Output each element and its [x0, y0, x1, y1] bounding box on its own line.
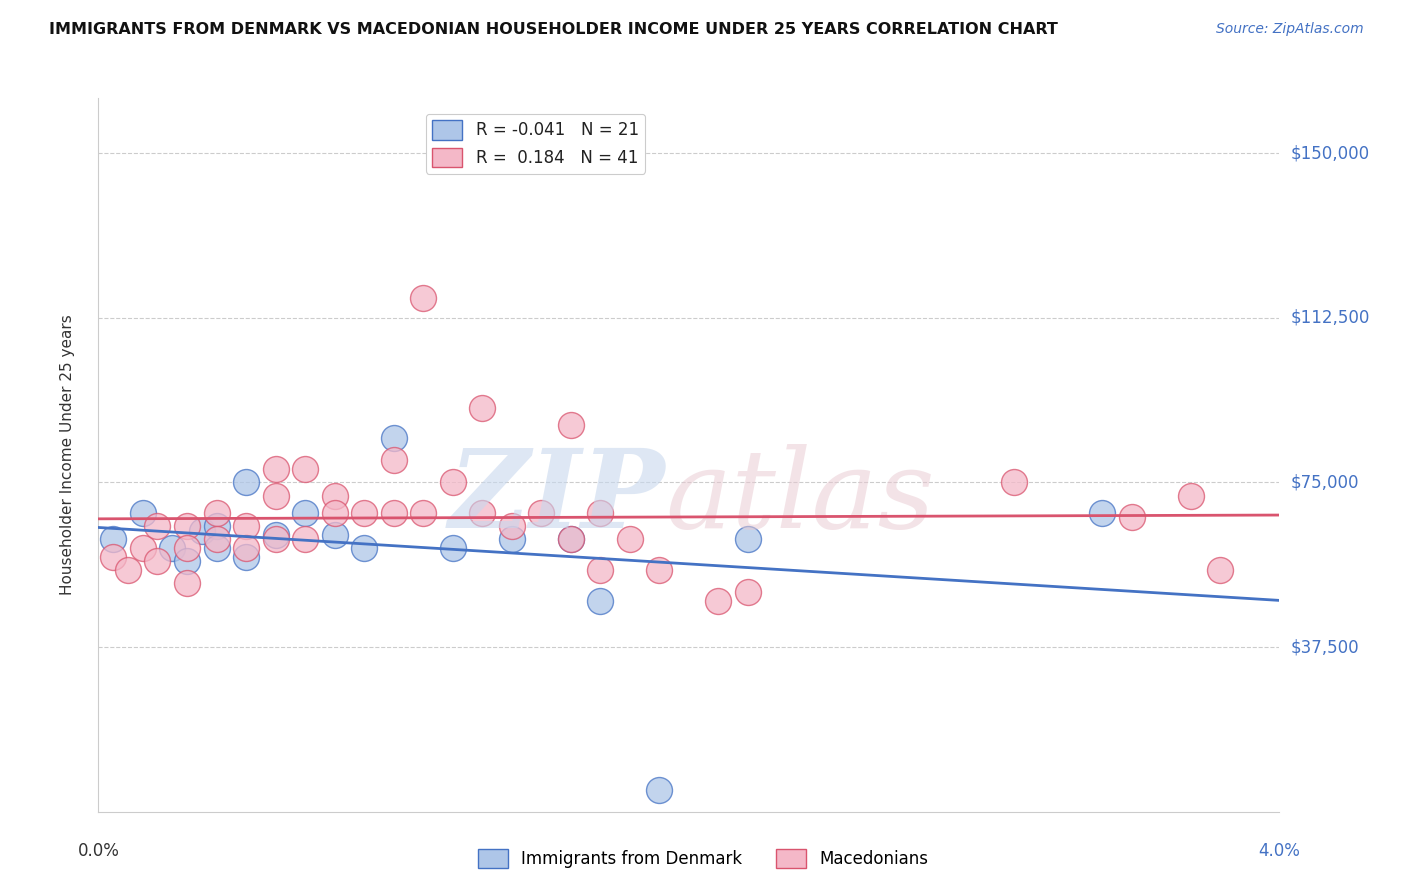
Point	[471, 401, 494, 415]
Text: $150,000: $150,000	[1291, 144, 1369, 162]
Point	[707, 594, 730, 608]
Y-axis label: Householder Income Under 25 years: Householder Income Under 25 years	[60, 315, 75, 595]
Point	[162, 541, 183, 556]
Point	[589, 506, 612, 520]
Point	[589, 563, 612, 577]
Point	[176, 519, 198, 533]
Text: $112,500: $112,500	[1291, 309, 1369, 326]
Point	[1121, 510, 1143, 524]
Point	[117, 563, 139, 577]
Text: 0.0%: 0.0%	[77, 842, 120, 860]
Point	[176, 541, 198, 556]
Point	[619, 533, 641, 547]
Point	[264, 489, 287, 503]
Point	[205, 506, 228, 520]
Point	[294, 462, 316, 476]
Text: atlas: atlas	[665, 444, 935, 551]
Point	[412, 291, 434, 305]
Point	[353, 506, 375, 520]
Point	[294, 506, 316, 520]
Legend: Immigrants from Denmark, Macedonians: Immigrants from Denmark, Macedonians	[471, 842, 935, 875]
Point	[176, 576, 198, 591]
Point	[737, 533, 759, 547]
Point	[648, 782, 671, 797]
Point	[132, 541, 155, 556]
Point	[441, 475, 464, 490]
Point	[1002, 475, 1025, 490]
Point	[1209, 563, 1232, 577]
Point	[441, 541, 464, 556]
Point	[530, 506, 553, 520]
Point	[176, 554, 198, 568]
Point	[323, 506, 346, 520]
Point	[205, 541, 228, 556]
Point	[648, 563, 671, 577]
Point	[1091, 506, 1114, 520]
Point	[501, 533, 523, 547]
Point	[501, 519, 523, 533]
Point	[294, 533, 316, 547]
Text: ZIP: ZIP	[449, 444, 665, 551]
Point	[323, 528, 346, 542]
Point	[205, 519, 228, 533]
Point	[235, 541, 257, 556]
Point	[560, 533, 582, 547]
Point	[103, 533, 125, 547]
Point	[235, 549, 257, 564]
Point	[560, 418, 582, 433]
Point	[146, 554, 169, 568]
Point	[1180, 489, 1202, 503]
Point	[737, 585, 759, 599]
Text: $37,500: $37,500	[1291, 638, 1360, 656]
Point	[191, 524, 214, 538]
Text: 4.0%: 4.0%	[1258, 842, 1301, 860]
Point	[382, 453, 405, 467]
Point	[382, 432, 405, 446]
Text: $75,000: $75,000	[1291, 474, 1360, 491]
Text: Source: ZipAtlas.com: Source: ZipAtlas.com	[1216, 22, 1364, 37]
Point	[235, 519, 257, 533]
Point	[560, 533, 582, 547]
Point	[412, 506, 434, 520]
Point	[382, 506, 405, 520]
Point	[235, 475, 257, 490]
Point	[589, 594, 612, 608]
Legend: R = -0.041   N = 21, R =  0.184   N = 41: R = -0.041 N = 21, R = 0.184 N = 41	[426, 113, 645, 174]
Point	[146, 519, 169, 533]
Point	[323, 489, 346, 503]
Text: IMMIGRANTS FROM DENMARK VS MACEDONIAN HOUSEHOLDER INCOME UNDER 25 YEARS CORRELAT: IMMIGRANTS FROM DENMARK VS MACEDONIAN HO…	[49, 22, 1059, 37]
Point	[353, 541, 375, 556]
Point	[205, 533, 228, 547]
Point	[132, 506, 155, 520]
Point	[264, 533, 287, 547]
Point	[471, 506, 494, 520]
Point	[264, 462, 287, 476]
Point	[264, 528, 287, 542]
Point	[103, 549, 125, 564]
